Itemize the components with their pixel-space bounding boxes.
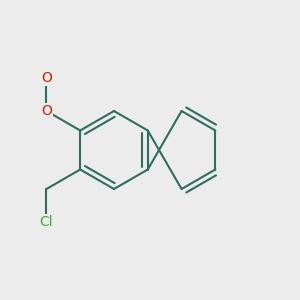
Text: Cl: Cl bbox=[40, 215, 53, 229]
Text: O: O bbox=[41, 104, 52, 118]
Text: O: O bbox=[41, 71, 52, 85]
